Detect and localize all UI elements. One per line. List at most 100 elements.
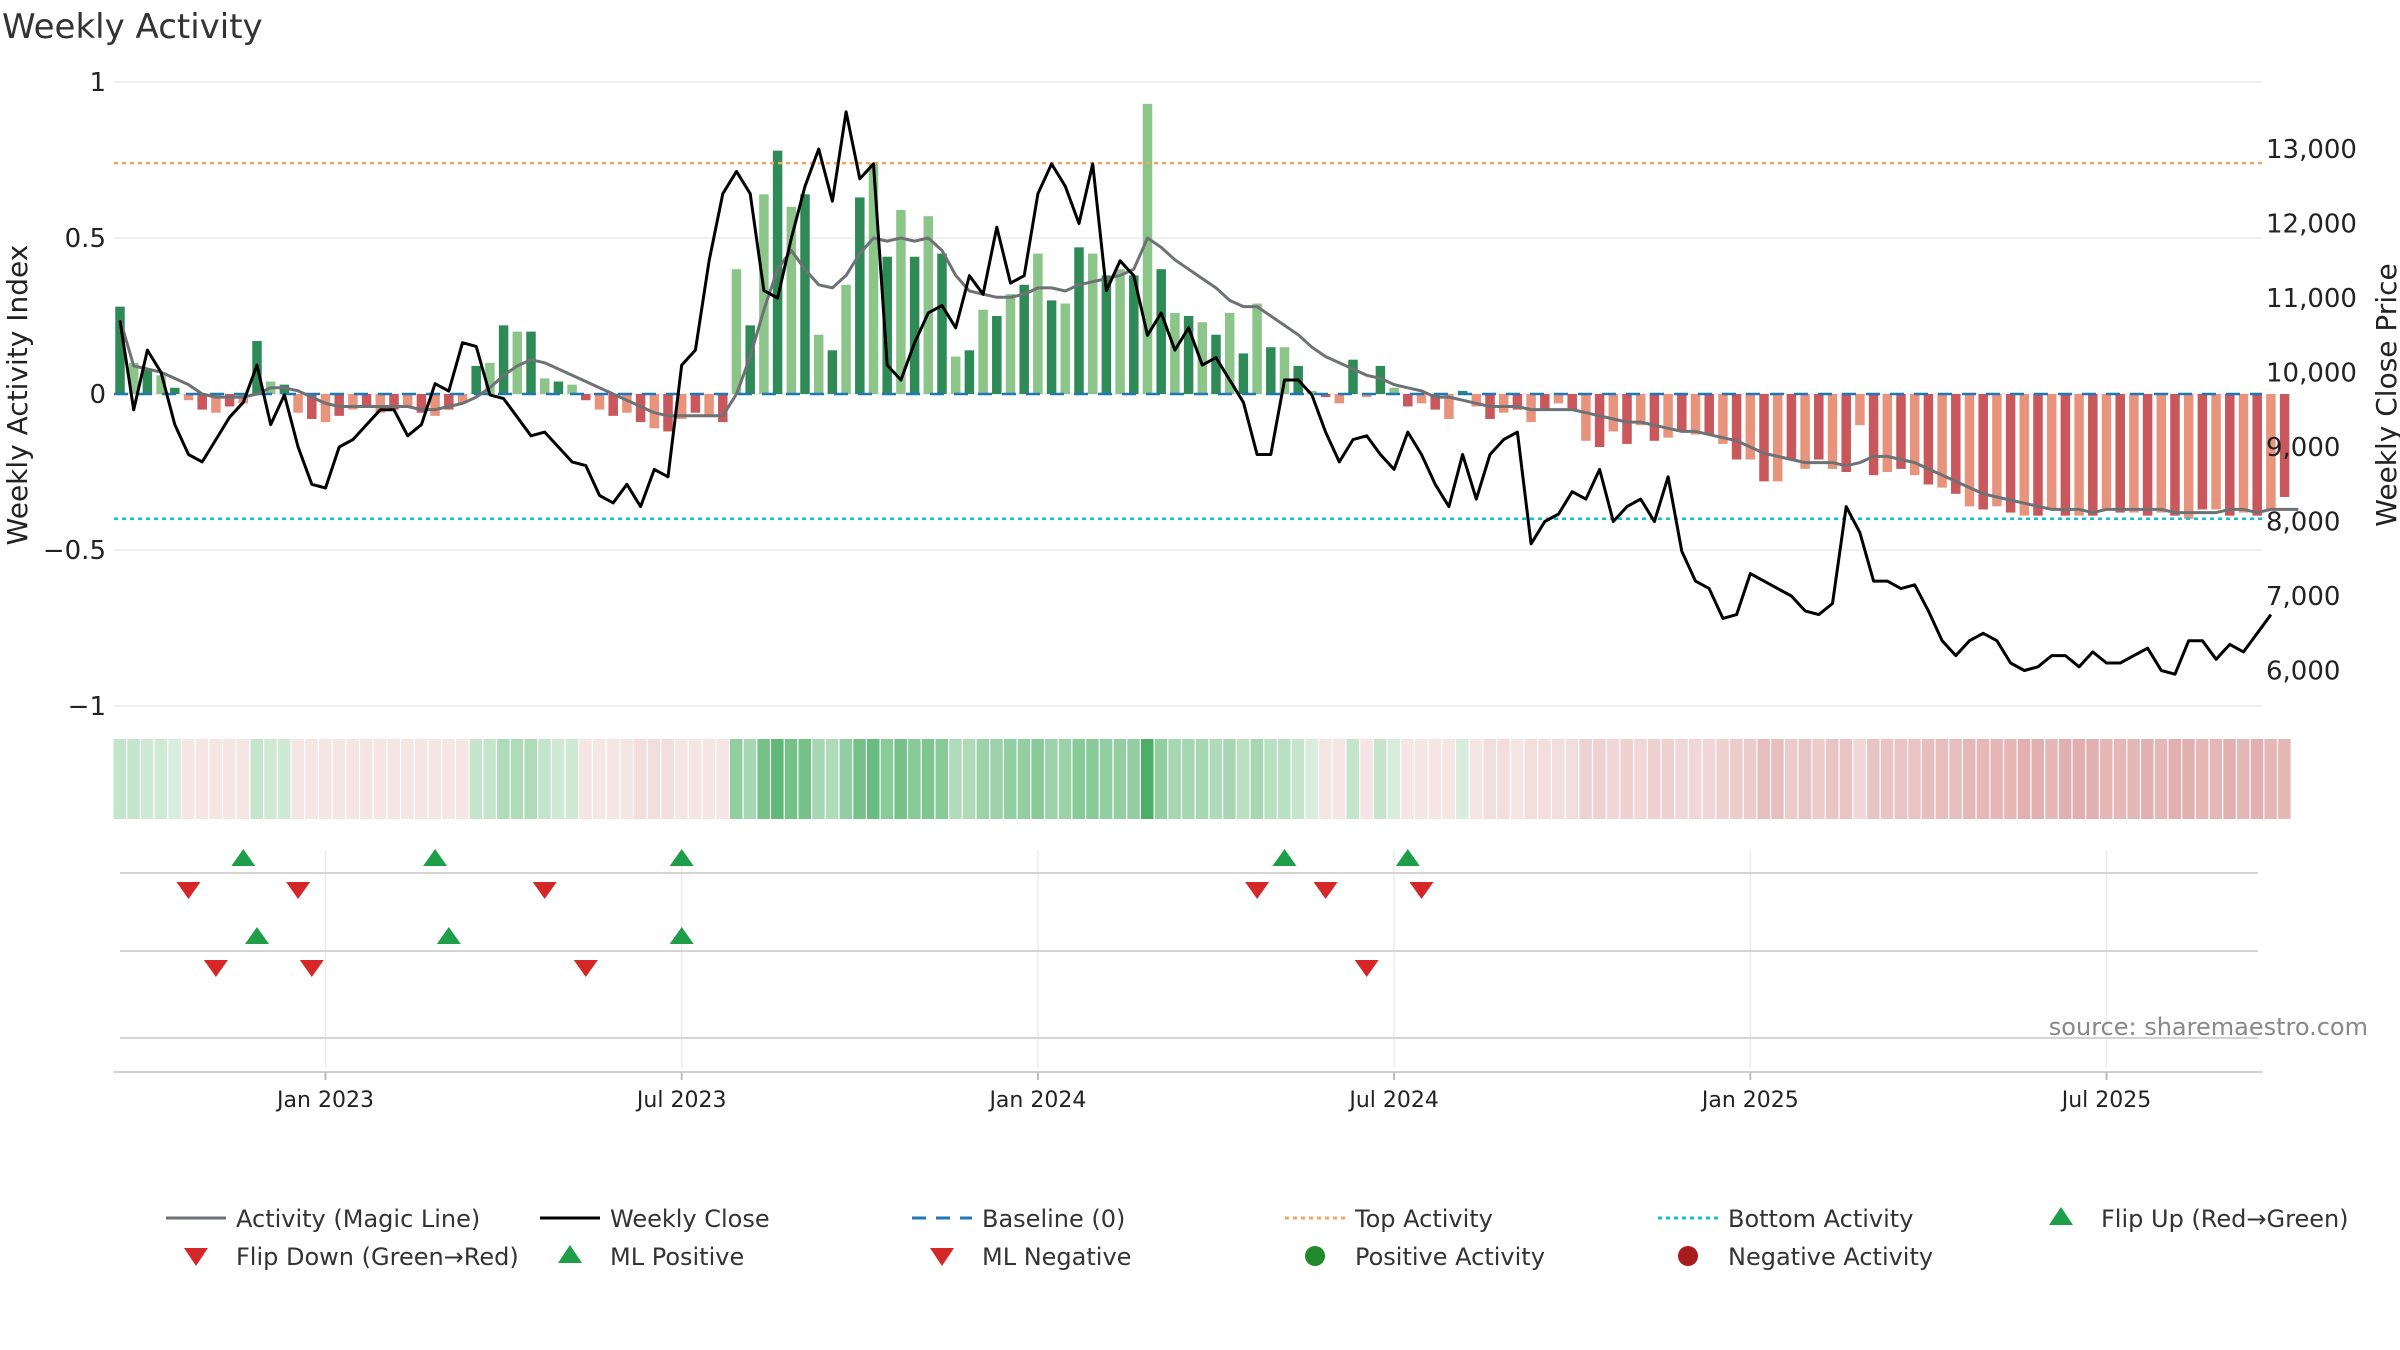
strip-cell — [497, 739, 510, 819]
activity-bar — [375, 394, 386, 413]
strip-cell — [688, 739, 702, 819]
activity-bar — [622, 394, 632, 413]
activity-bar — [1033, 253, 1043, 394]
activity-bar — [882, 256, 892, 394]
x-tick-label-0: Jan 2023 — [275, 1088, 374, 1113]
activity-bar — [1238, 353, 1249, 394]
activity-bar — [416, 394, 427, 413]
strip-cell — [1579, 739, 1592, 819]
legend-item-ml-negative: ML Negative — [930, 1243, 1131, 1271]
strip-cell — [812, 739, 825, 819]
strip-cell — [1880, 739, 1894, 819]
strip-cell — [1702, 739, 1716, 819]
strip-cell — [1113, 739, 1127, 819]
activity-bar — [1909, 394, 1920, 476]
ml-negative-marker — [299, 960, 324, 977]
legend-item-top-activity: Top Activity — [1285, 1205, 1493, 1233]
strip-cell — [2100, 739, 2113, 819]
activity-bar — [1540, 394, 1550, 410]
activity-bar — [567, 384, 577, 394]
activity-bar — [1224, 312, 1235, 394]
flip-up-marker — [1272, 849, 1297, 866]
strip-cell — [373, 739, 387, 819]
y-tick-left-0: 1 — [89, 68, 106, 98]
activity-bar — [1772, 394, 1783, 482]
strip-cell — [1387, 739, 1401, 819]
activity-bar — [2019, 394, 2030, 516]
activity-bar — [2005, 394, 2016, 513]
activity-bar — [1978, 394, 1988, 510]
strip-cell — [538, 739, 551, 819]
activity-bar — [1156, 269, 1166, 394]
flip-up-marker — [231, 849, 256, 866]
activity-bar — [2088, 394, 2098, 516]
strip-cell — [1469, 739, 1483, 819]
strip-cell — [223, 739, 236, 819]
y-tick-right-1: 12,000 — [2266, 210, 2357, 240]
strip-cell — [647, 739, 661, 819]
strip-cell — [880, 739, 894, 819]
activity-bar — [937, 253, 947, 394]
y-tick-left-1: 0.5 — [65, 224, 106, 254]
strip-cell — [1921, 739, 1935, 819]
strip-cell — [1332, 739, 1346, 819]
activity-bar — [1718, 394, 1728, 444]
strip-cell — [1990, 739, 2003, 819]
chart-title: Weekly Activity — [2, 7, 263, 47]
activity-bar — [1608, 394, 1619, 432]
strip-cell — [675, 739, 688, 819]
activity-bar — [348, 394, 358, 410]
activity-bar — [389, 394, 399, 410]
strip-cell — [565, 739, 579, 819]
activity-bar — [1183, 316, 1194, 394]
strip-cell — [867, 739, 880, 819]
y-tick-right-6: 7,000 — [2266, 582, 2340, 612]
strip-cell — [236, 739, 250, 819]
activity-bar — [1745, 394, 1756, 460]
activity-bar — [1252, 303, 1262, 394]
strip-cell — [1606, 739, 1620, 819]
legend-item-bottom-activity: Bottom Activity — [1658, 1205, 1913, 1233]
activity-bar — [1581, 394, 1591, 441]
activity-bar — [197, 394, 207, 410]
activity-bar — [827, 350, 838, 394]
strip-cell — [1168, 739, 1181, 819]
strip-cell — [1250, 739, 1264, 819]
activity-bar — [1594, 394, 1605, 448]
strip-cell — [1127, 739, 1140, 819]
activity-bar — [2252, 394, 2262, 516]
activity-bar — [2142, 394, 2153, 516]
strip-cell — [1935, 739, 1949, 819]
strip-cell — [332, 739, 346, 819]
strip-cell — [250, 739, 263, 819]
activity-bar — [1704, 394, 1714, 435]
activity-bar — [224, 394, 235, 407]
strip-cell — [1291, 739, 1305, 819]
activity-bar — [2129, 394, 2139, 513]
activity-bar — [2211, 394, 2221, 510]
activity-bar — [1074, 247, 1084, 394]
strip-cell — [154, 739, 168, 819]
y-tick-right-5: 8,000 — [2266, 508, 2340, 538]
strip-cell — [2017, 739, 2031, 819]
strip-cell — [1593, 739, 1606, 819]
activity-bar — [663, 394, 673, 432]
strip-cell — [360, 739, 373, 819]
activity-bar — [142, 369, 153, 394]
strip-cell — [1826, 739, 1839, 819]
activity-bar — [512, 331, 523, 394]
legend-flip-down-icon — [184, 1248, 208, 1266]
weekly-close-series — [118, 110, 2273, 676]
activity-bar — [1731, 394, 1742, 460]
strip-cell — [277, 739, 291, 819]
y-tick-left-3: −0.5 — [43, 536, 106, 566]
reference-lines — [114, 161, 2262, 521]
strip-cell — [1278, 739, 1291, 819]
strip-cell — [908, 739, 921, 819]
activity-bar — [526, 331, 536, 394]
activity-bar — [170, 387, 180, 394]
activity-bar — [1690, 394, 1701, 435]
activity-bar — [539, 378, 550, 394]
strip-cell — [949, 739, 962, 819]
activity-bar — [115, 306, 125, 394]
